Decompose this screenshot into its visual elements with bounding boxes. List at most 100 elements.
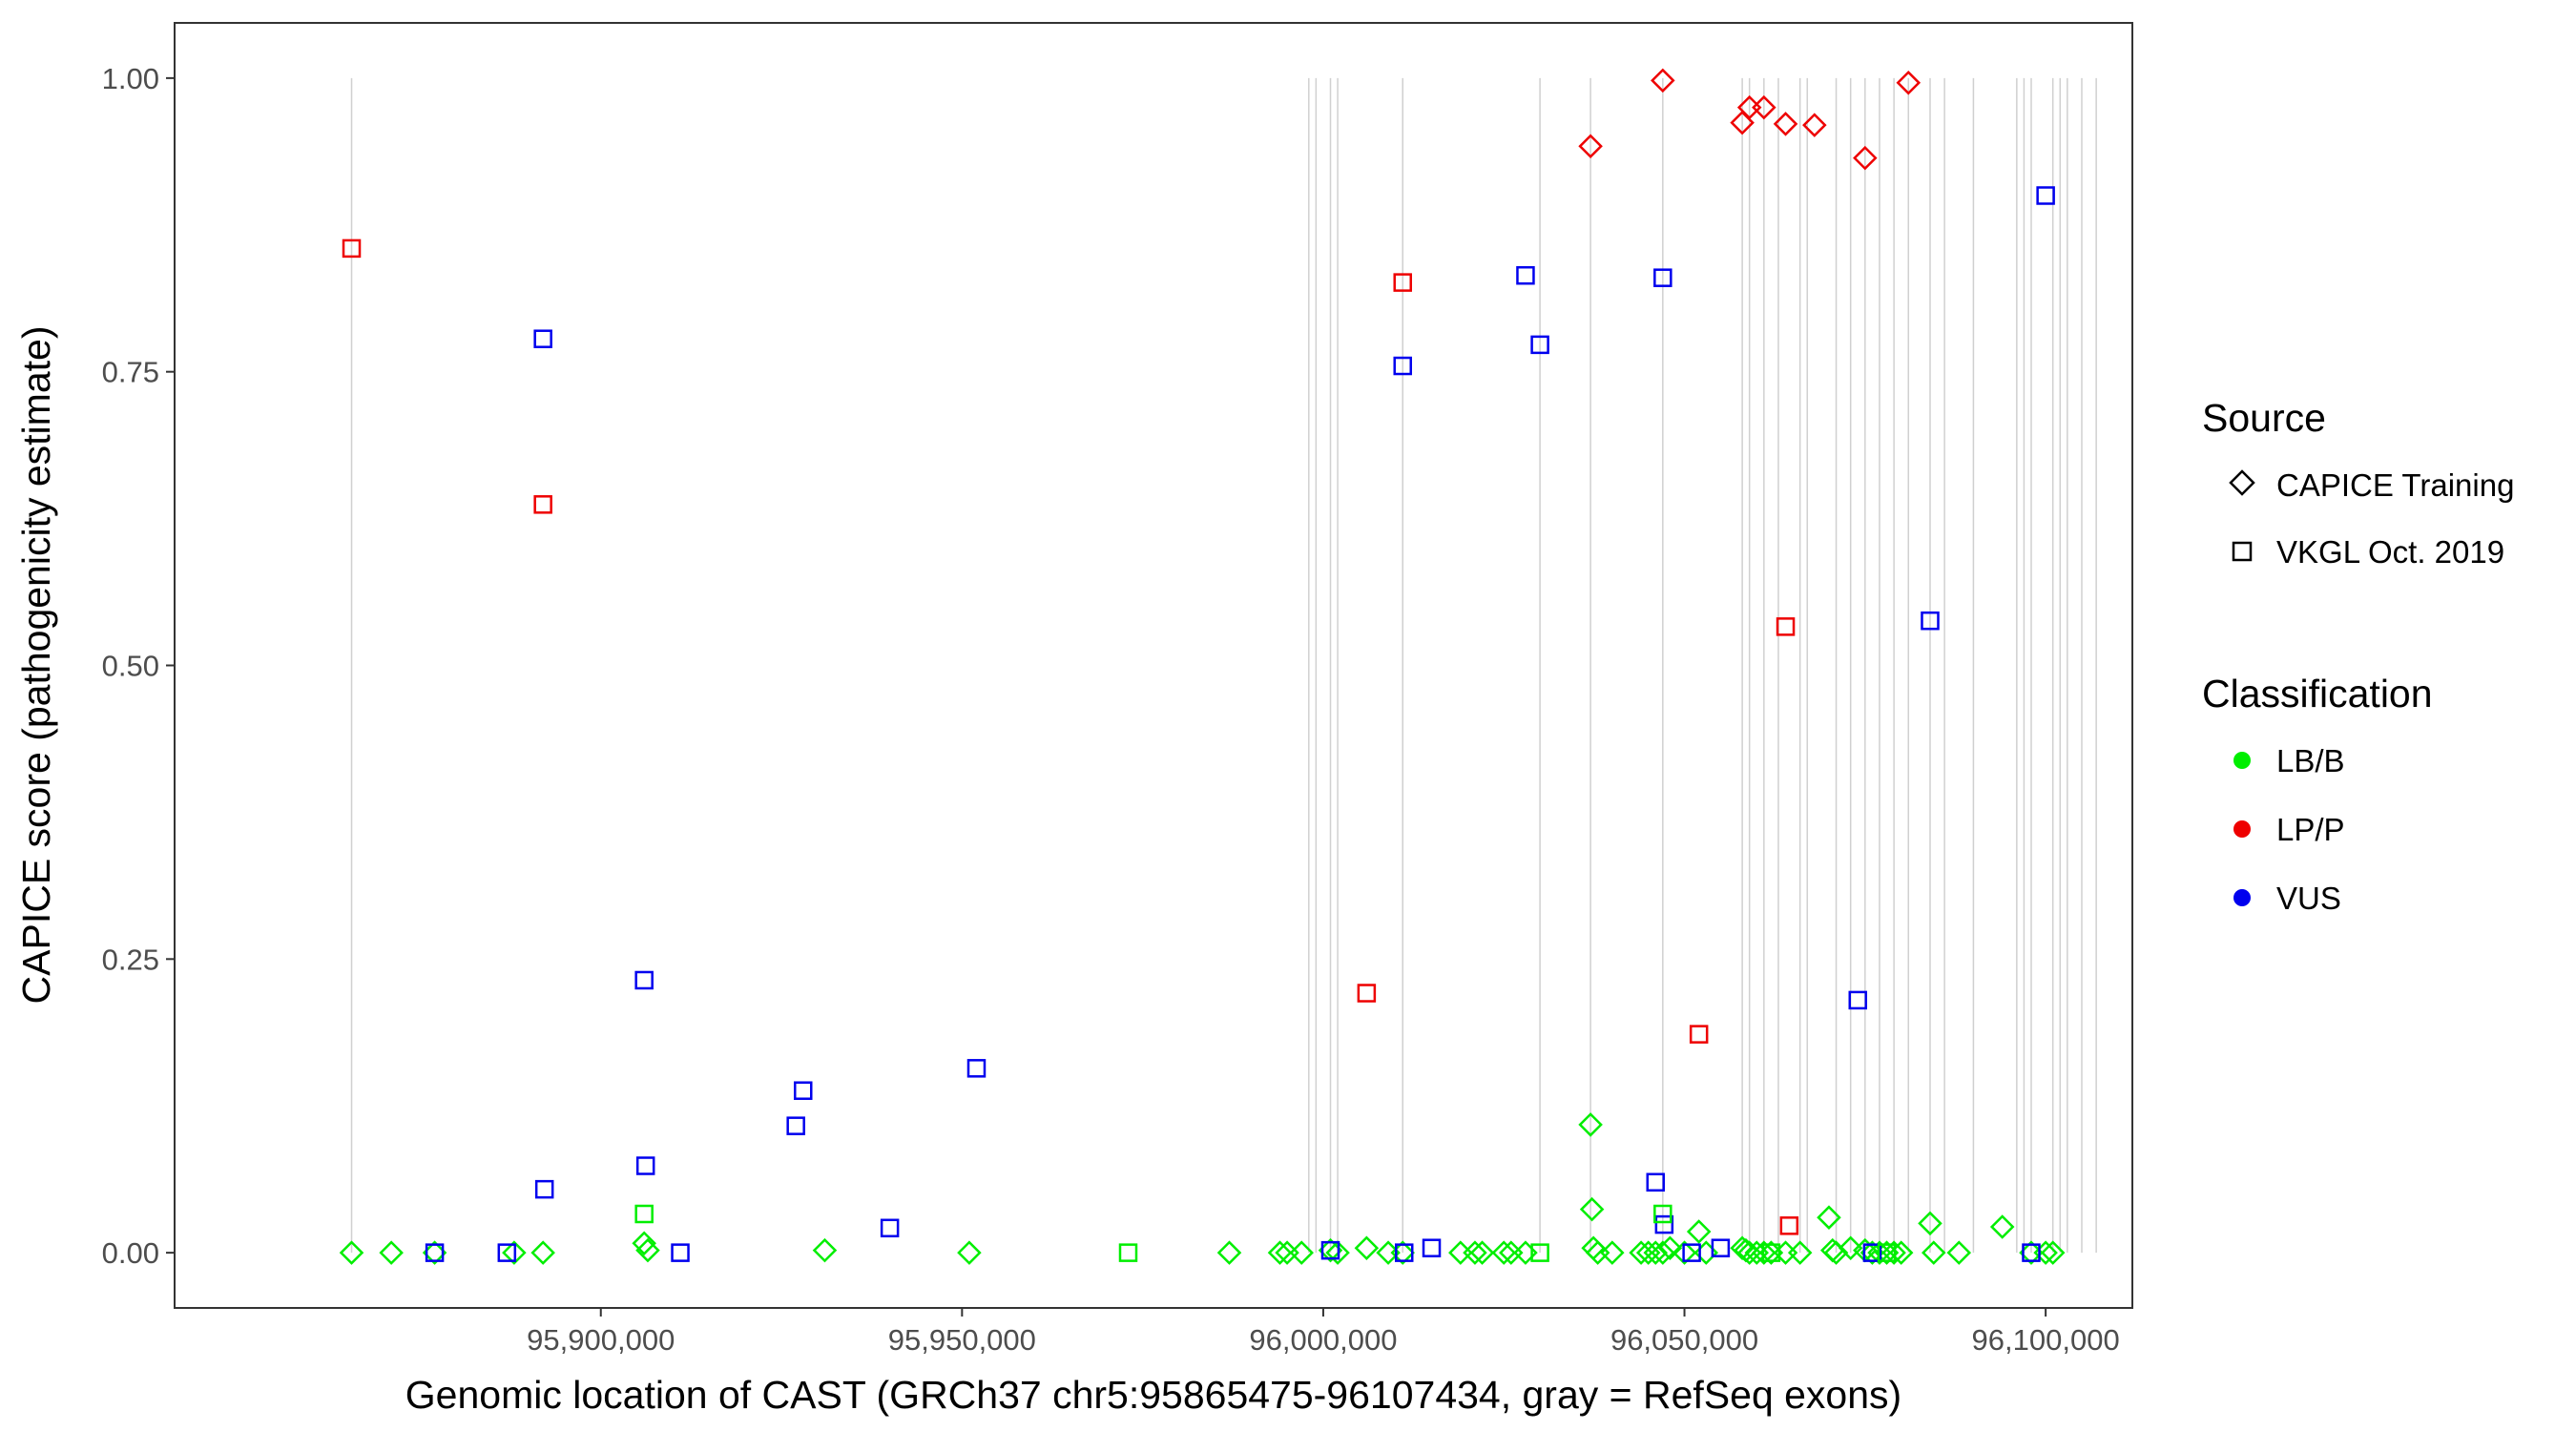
legend: Source CAPICE Training VKGL Oct. 2019 Cl… bbox=[2202, 396, 2514, 916]
data-point-square bbox=[533, 329, 552, 348]
x-axis-title: Genomic location of CAST (GRCh37 chr5:95… bbox=[405, 1373, 1901, 1417]
y-axis-title: CAPICE score (pathogenicity estimate) bbox=[14, 326, 58, 1005]
data-point-square bbox=[1711, 1238, 1731, 1257]
y-tick-label: 0.75 bbox=[102, 356, 159, 389]
x-tick-label: 95,950,000 bbox=[888, 1323, 1036, 1357]
data-point-diamond bbox=[1216, 1240, 1242, 1265]
data-point-square bbox=[1689, 1025, 1709, 1044]
data-point-diamond bbox=[635, 1237, 660, 1263]
data-point-diamond bbox=[1896, 71, 1922, 95]
lpp-key-dot bbox=[2233, 820, 2251, 838]
legend-label-vkgl: VKGL Oct. 2019 bbox=[2276, 534, 2504, 570]
data-point-diamond bbox=[339, 1240, 364, 1265]
data-point-square bbox=[1779, 1216, 1799, 1235]
data-point-square bbox=[1118, 1243, 1138, 1262]
y-tick-label: 1.00 bbox=[102, 62, 159, 95]
data-point-square bbox=[634, 970, 654, 990]
data-point-diamond bbox=[1643, 1240, 1669, 1265]
data-point-square bbox=[1422, 1238, 1442, 1257]
data-points bbox=[339, 68, 2066, 1265]
plot-background bbox=[175, 23, 2132, 1308]
legend-item-lbb: LB/B bbox=[2233, 743, 2345, 778]
data-point-diamond bbox=[2040, 1240, 2066, 1265]
data-point-diamond bbox=[1787, 1240, 1813, 1265]
data-point-square bbox=[1682, 1243, 1701, 1262]
data-point-diamond bbox=[1469, 1240, 1495, 1265]
data-point-square bbox=[1320, 1240, 1340, 1260]
data-point-diamond bbox=[1672, 1240, 1697, 1265]
data-point-square bbox=[671, 1243, 690, 1262]
vus-key-dot bbox=[2233, 889, 2251, 906]
data-point-diamond bbox=[1838, 1235, 1863, 1260]
data-point-diamond bbox=[1946, 1240, 1972, 1265]
legend-label-capice-training: CAPICE Training bbox=[2276, 467, 2514, 503]
data-point-square bbox=[1516, 265, 1535, 285]
x-axis: 95,900,000 95,950,000 96,000,000 96,050,000… bbox=[527, 1308, 2120, 1357]
data-point-diamond bbox=[1578, 134, 1603, 159]
data-point-diamond bbox=[1289, 1240, 1314, 1265]
data-point-diamond bbox=[1773, 112, 1798, 136]
data-point-square bbox=[1530, 335, 1549, 355]
data-point-square bbox=[1393, 273, 1412, 292]
legend-title-classification: Classification bbox=[2202, 672, 2433, 716]
data-point-square bbox=[1393, 356, 1412, 376]
data-point-square bbox=[1394, 1243, 1414, 1262]
data-point-square bbox=[1862, 1243, 1882, 1262]
data-point-square bbox=[1646, 1172, 1666, 1192]
data-point-square bbox=[533, 495, 552, 514]
data-point-square bbox=[1776, 617, 1796, 636]
data-point-diamond bbox=[1853, 145, 1878, 171]
legend-label-lpp: LP/P bbox=[2276, 812, 2345, 847]
data-point-square bbox=[634, 1204, 654, 1224]
x-tick-label: 96,100,000 bbox=[1972, 1323, 2120, 1357]
x-tick-label: 96,050,000 bbox=[1610, 1323, 1758, 1357]
legend-item-vkgl: VKGL Oct. 2019 bbox=[2232, 534, 2504, 570]
data-point-diamond bbox=[1752, 94, 1776, 120]
data-point-diamond bbox=[1823, 1240, 1849, 1265]
square-key-icon bbox=[2232, 541, 2253, 562]
lbb-key-dot bbox=[2233, 752, 2251, 769]
data-point-square bbox=[1530, 1243, 1549, 1262]
data-point-square bbox=[1921, 611, 1940, 631]
data-point-diamond bbox=[1881, 1240, 1906, 1265]
data-point-diamond bbox=[1325, 1240, 1350, 1265]
data-point-square bbox=[1653, 268, 1672, 287]
data-point-square bbox=[1848, 990, 1868, 1010]
legend-label-vus: VUS bbox=[2276, 881, 2341, 916]
data-point-diamond bbox=[1922, 1240, 1946, 1265]
data-point-square bbox=[534, 1179, 554, 1199]
data-point-diamond bbox=[1802, 113, 1827, 137]
data-point-square bbox=[1653, 1204, 1672, 1224]
diamond-key-icon bbox=[2229, 469, 2255, 496]
data-point-diamond bbox=[530, 1240, 555, 1265]
legend-label-lbb: LB/B bbox=[2276, 743, 2345, 778]
data-point-square bbox=[1357, 984, 1377, 1003]
y-tick-label: 0.25 bbox=[102, 943, 159, 976]
data-point-diamond bbox=[1657, 1235, 1683, 1260]
data-point-diamond bbox=[1354, 1235, 1380, 1260]
x-tick-label: 96,000,000 bbox=[1249, 1323, 1397, 1357]
legend-title-source: Source bbox=[2202, 396, 2326, 440]
data-point-diamond bbox=[1600, 1240, 1625, 1265]
data-point-square bbox=[794, 1081, 813, 1100]
data-point-diamond bbox=[1651, 68, 1675, 93]
data-point-diamond bbox=[1491, 1240, 1517, 1265]
data-point-diamond bbox=[1686, 1219, 1712, 1244]
data-point-square bbox=[1654, 1214, 1674, 1234]
data-point-square bbox=[342, 238, 362, 259]
data-point-square bbox=[425, 1243, 445, 1262]
legend-item-capice-training: CAPICE Training bbox=[2229, 467, 2514, 503]
data-point-diamond bbox=[957, 1240, 982, 1265]
data-point-diamond bbox=[1651, 1240, 1675, 1265]
data-point-square bbox=[2036, 186, 2055, 205]
data-point-diamond bbox=[1579, 1196, 1605, 1222]
data-point-square bbox=[880, 1218, 900, 1238]
data-point-diamond bbox=[502, 1240, 527, 1265]
data-point-square bbox=[2022, 1243, 2041, 1262]
data-point-diamond bbox=[1463, 1240, 1487, 1265]
data-point-square bbox=[786, 1116, 805, 1135]
y-tick-label: 0.50 bbox=[102, 650, 159, 683]
data-point-diamond bbox=[1918, 1211, 1942, 1236]
legend-item-lpp: LP/P bbox=[2233, 812, 2345, 847]
